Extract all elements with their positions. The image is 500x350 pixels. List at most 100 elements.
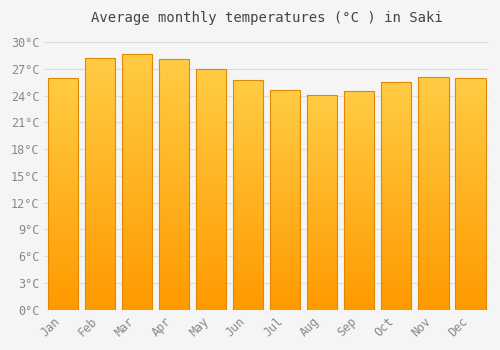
- Bar: [85, 194, 115, 197]
- Bar: [307, 148, 338, 150]
- Bar: [381, 162, 412, 164]
- Bar: [122, 182, 152, 184]
- Bar: [270, 239, 300, 242]
- Bar: [233, 250, 264, 252]
- Bar: [196, 295, 226, 298]
- Bar: [122, 120, 152, 123]
- Bar: [196, 129, 226, 132]
- Bar: [48, 196, 78, 198]
- Bar: [196, 266, 226, 269]
- Bar: [48, 159, 78, 161]
- Bar: [418, 96, 448, 98]
- Bar: [307, 108, 338, 110]
- Bar: [48, 261, 78, 263]
- Bar: [418, 121, 448, 124]
- Bar: [307, 241, 338, 243]
- Bar: [307, 202, 338, 204]
- Bar: [122, 199, 152, 202]
- Bar: [196, 117, 226, 119]
- Bar: [85, 287, 115, 289]
- Bar: [344, 150, 374, 152]
- Bar: [307, 297, 338, 299]
- Bar: [122, 228, 152, 230]
- Bar: [307, 295, 338, 297]
- Bar: [418, 154, 448, 156]
- Bar: [381, 176, 412, 178]
- Bar: [48, 247, 78, 250]
- Bar: [455, 217, 486, 219]
- Bar: [233, 223, 264, 225]
- Bar: [233, 147, 264, 149]
- Bar: [455, 210, 486, 212]
- Bar: [418, 279, 448, 282]
- Bar: [307, 282, 338, 284]
- Bar: [233, 97, 264, 99]
- Bar: [455, 270, 486, 273]
- Bar: [270, 275, 300, 277]
- Bar: [381, 198, 412, 201]
- Bar: [455, 291, 486, 294]
- Bar: [122, 289, 152, 292]
- Bar: [159, 159, 190, 162]
- Bar: [48, 238, 78, 240]
- Bar: [85, 159, 115, 161]
- Bar: [270, 110, 300, 112]
- Bar: [122, 177, 152, 179]
- Bar: [196, 220, 226, 223]
- Bar: [381, 126, 412, 128]
- Bar: [48, 150, 78, 152]
- Bar: [455, 196, 486, 198]
- Bar: [381, 141, 412, 144]
- Bar: [381, 260, 412, 262]
- Bar: [270, 222, 300, 224]
- Bar: [85, 61, 115, 63]
- Bar: [307, 174, 338, 176]
- Bar: [455, 238, 486, 240]
- Bar: [344, 211, 374, 214]
- Bar: [381, 203, 412, 205]
- Bar: [122, 292, 152, 294]
- Bar: [344, 218, 374, 220]
- Bar: [159, 152, 190, 154]
- Bar: [233, 248, 264, 250]
- Bar: [418, 170, 448, 172]
- Bar: [48, 154, 78, 157]
- Bar: [418, 275, 448, 277]
- Bar: [85, 176, 115, 179]
- Bar: [381, 103, 412, 105]
- Bar: [270, 178, 300, 180]
- Bar: [159, 292, 190, 295]
- Bar: [344, 115, 374, 117]
- Bar: [307, 230, 338, 232]
- Bar: [159, 137, 190, 139]
- Bar: [233, 85, 264, 88]
- Bar: [122, 156, 152, 159]
- Bar: [307, 142, 338, 144]
- Bar: [159, 207, 190, 209]
- Bar: [159, 209, 190, 212]
- Bar: [85, 272, 115, 274]
- Bar: [455, 173, 486, 175]
- Bar: [381, 169, 412, 171]
- Bar: [418, 100, 448, 103]
- Bar: [307, 95, 338, 310]
- Bar: [122, 302, 152, 304]
- Bar: [270, 189, 300, 191]
- Bar: [270, 101, 300, 104]
- Bar: [233, 298, 264, 301]
- Bar: [85, 172, 115, 174]
- Bar: [455, 175, 486, 177]
- Bar: [344, 255, 374, 257]
- Bar: [270, 200, 300, 202]
- Bar: [233, 181, 264, 184]
- Bar: [381, 185, 412, 187]
- Bar: [418, 119, 448, 121]
- Bar: [196, 199, 226, 201]
- Bar: [455, 222, 486, 224]
- Bar: [307, 308, 338, 310]
- Bar: [233, 307, 264, 310]
- Bar: [196, 192, 226, 194]
- Bar: [233, 209, 264, 211]
- Bar: [233, 92, 264, 94]
- Bar: [455, 131, 486, 133]
